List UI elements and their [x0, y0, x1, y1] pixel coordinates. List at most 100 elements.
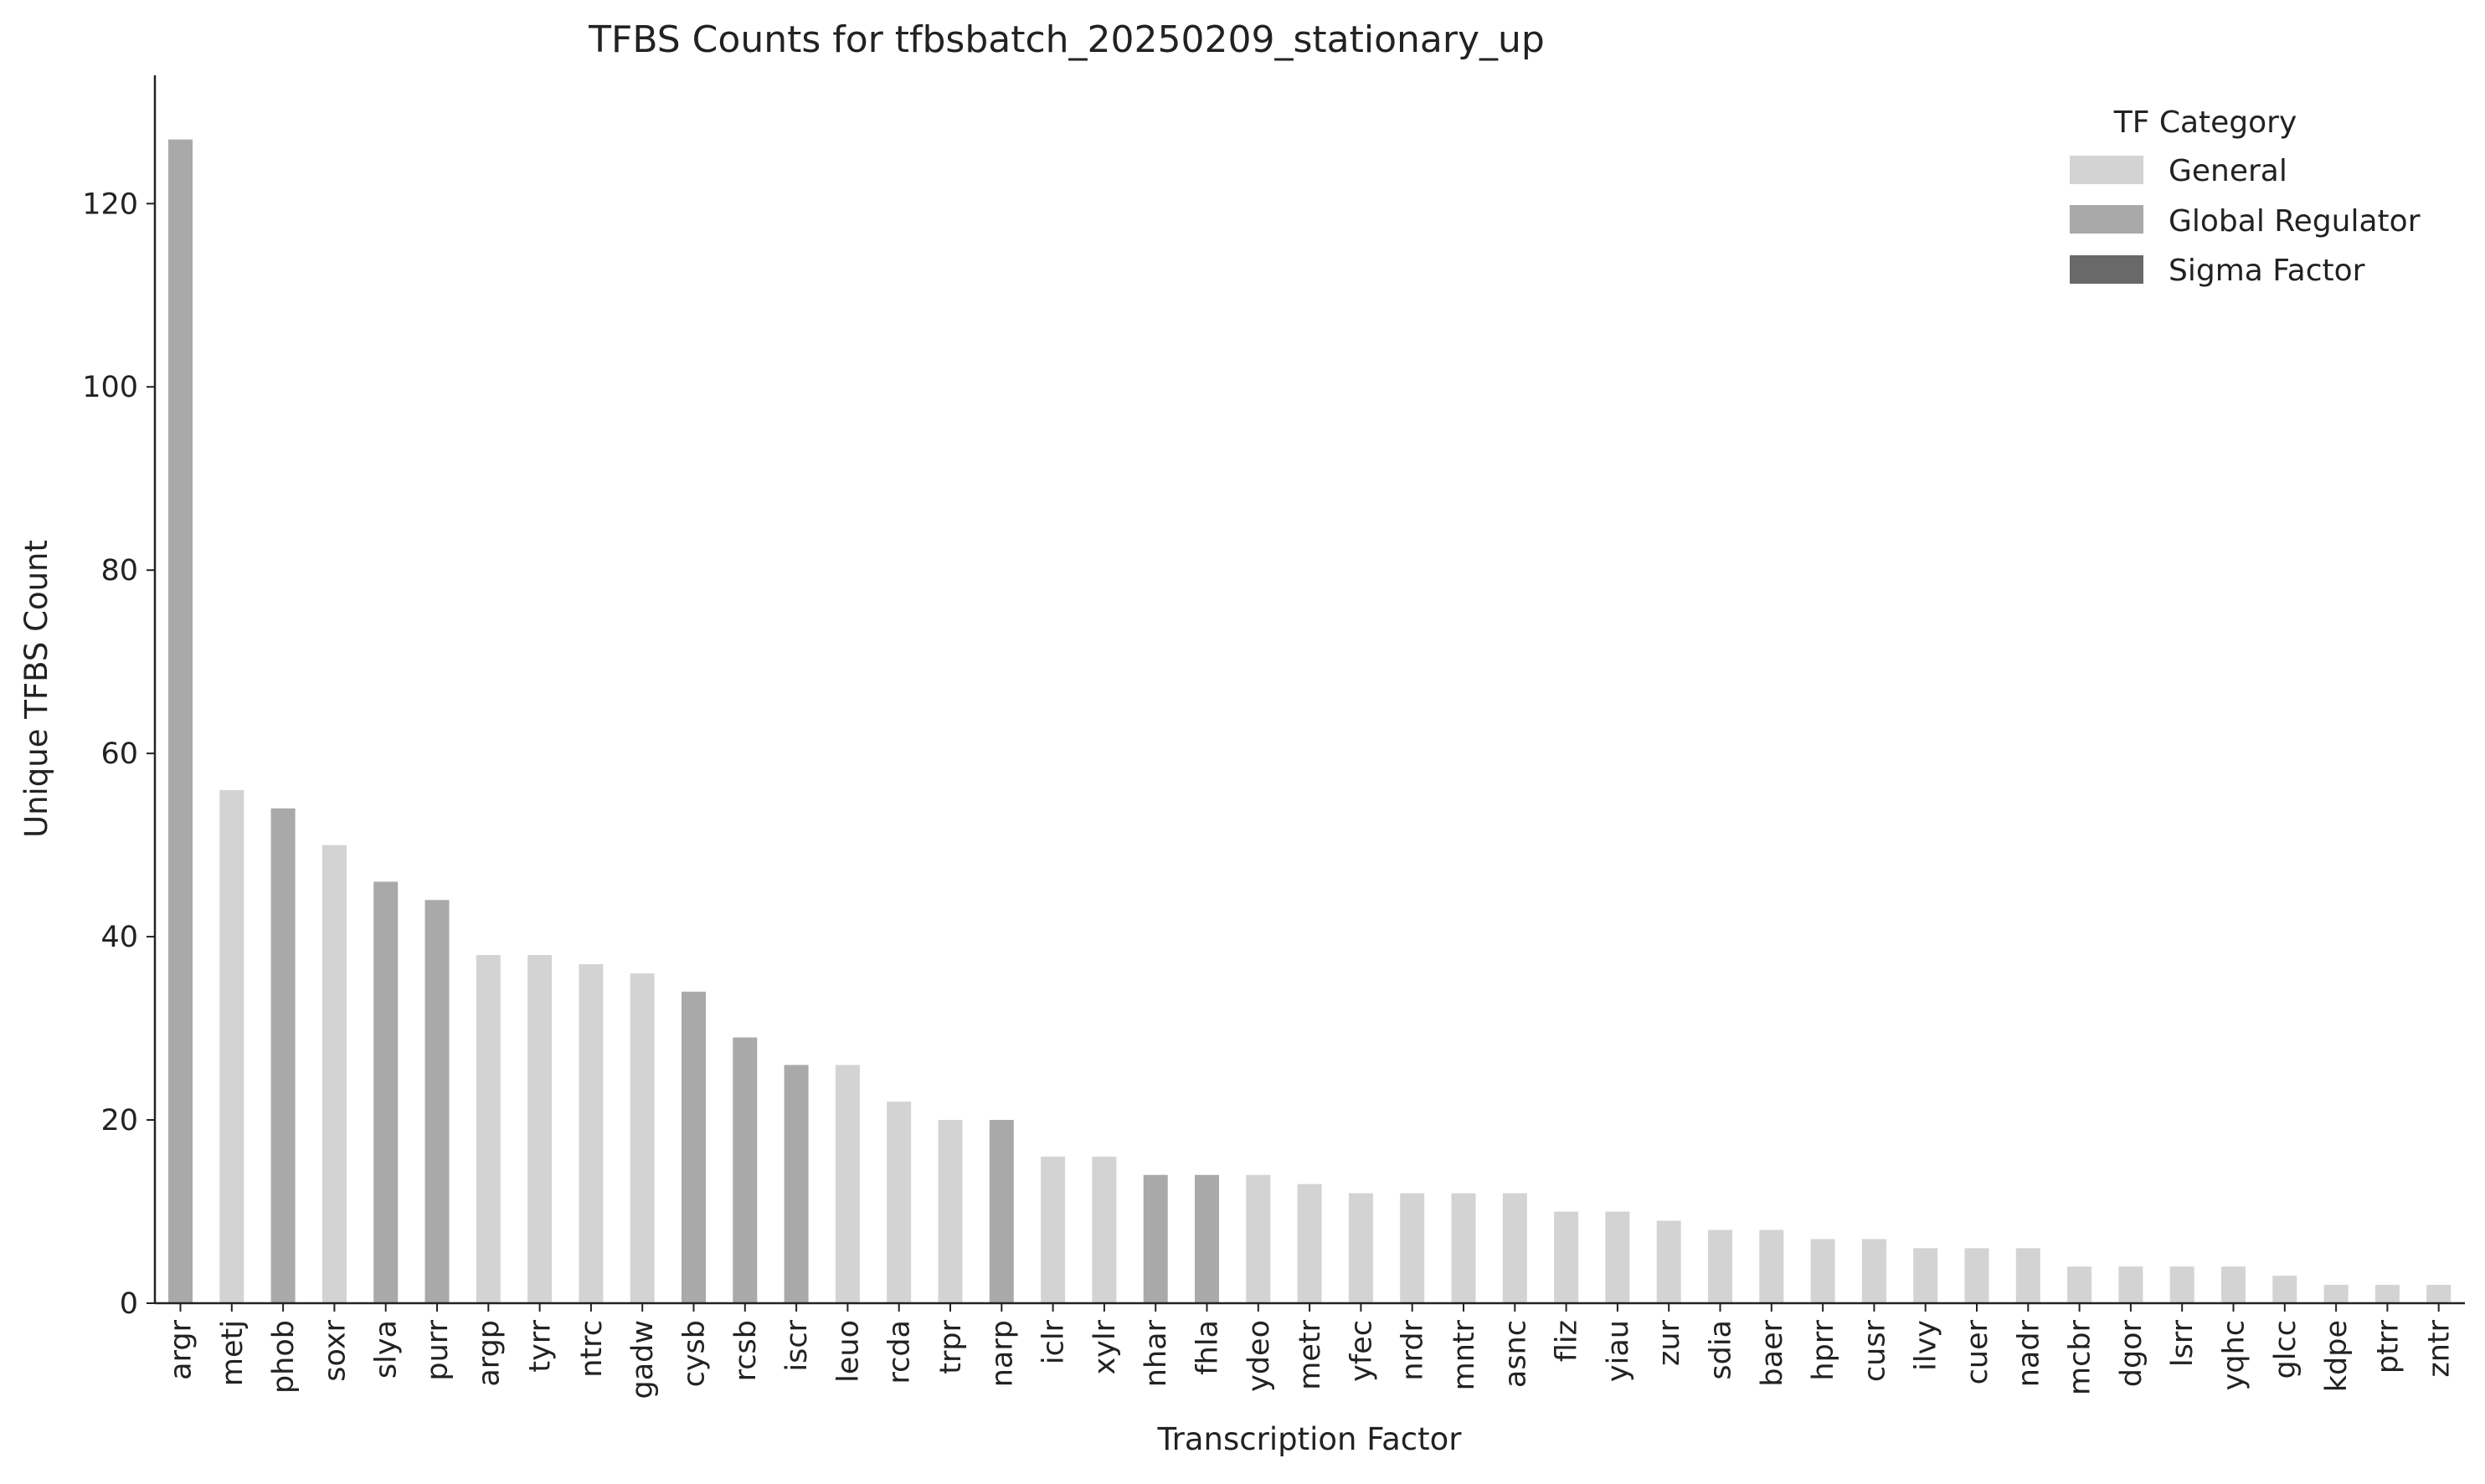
bar-lsrr: [2169, 1266, 2194, 1303]
bar-metr: [1297, 1184, 1322, 1303]
x-tick-label: narp: [985, 1320, 1019, 1387]
bar-nrdr: [1400, 1193, 1425, 1303]
y-tick-label: 80: [100, 554, 138, 588]
bar-leuo: [835, 1065, 860, 1303]
x-tick-label: metj: [216, 1320, 250, 1386]
y-tick-label: 20: [100, 1104, 138, 1137]
x-tick-label: slya: [370, 1320, 404, 1379]
bar-rcsb: [733, 1037, 758, 1303]
bar-cuer: [1964, 1248, 1989, 1303]
bar-yfec: [1348, 1193, 1373, 1303]
bar-yqhc: [2221, 1266, 2246, 1303]
bar-narp: [989, 1120, 1014, 1303]
x-tick-label: sdia: [1705, 1320, 1738, 1380]
bar-sdia: [1708, 1230, 1732, 1303]
x-tick-label: glcc: [2269, 1320, 2302, 1379]
x-tick-label: metr: [1294, 1319, 1327, 1389]
x-tick-label: trpr: [934, 1319, 968, 1374]
x-tick-label: purr: [421, 1319, 455, 1380]
legend-label-general: General: [2169, 154, 2287, 188]
bar-rcda: [887, 1101, 912, 1303]
bar-argr: [168, 139, 193, 1303]
bar-baer: [1759, 1230, 1784, 1303]
bar-zntr: [2426, 1285, 2452, 1303]
y-tick-label: 60: [100, 737, 138, 771]
bar-argp: [476, 954, 501, 1303]
x-tick-label: fhla: [1191, 1320, 1225, 1375]
x-tick-label: phob: [267, 1320, 301, 1394]
x-tick-label: zntr: [2423, 1319, 2457, 1377]
x-axis-label: Transcription Factor: [1157, 1421, 1463, 1457]
bar-ydeo: [1246, 1174, 1271, 1303]
bar-yiau: [1605, 1211, 1630, 1303]
x-tick-label: soxr: [318, 1319, 352, 1381]
bars-group: [168, 139, 2452, 1303]
bar-nhar: [1143, 1174, 1168, 1303]
bar-asnc: [1502, 1193, 1527, 1303]
bar-nadr: [2015, 1248, 2040, 1303]
bar-ptrr: [2374, 1285, 2400, 1303]
bar-dgor: [2118, 1266, 2143, 1303]
x-tick-label: kdpe: [2320, 1320, 2354, 1392]
legend-swatch-sigma-factor: [2070, 255, 2143, 284]
bar-iclr: [1041, 1156, 1066, 1303]
x-tick-label: rcsb: [729, 1320, 763, 1381]
chart-title: TFBS Counts for tfbsbatch_20250209_stati…: [588, 18, 1545, 61]
bar-purr: [424, 900, 450, 1303]
bar-trpr: [938, 1120, 963, 1303]
bar-cysb: [682, 991, 706, 1303]
x-tick-label: cysb: [678, 1320, 712, 1387]
x-tick-label: cuer: [1961, 1319, 1994, 1384]
y-tick-label: 0: [120, 1287, 138, 1321]
y-tick-label: 100: [82, 371, 138, 404]
x-tick-label: nhar: [1140, 1319, 1173, 1387]
y-tick-label: 120: [82, 187, 138, 221]
x-tick-label: zur: [1653, 1319, 1686, 1366]
x-tick-label: dgor: [2115, 1319, 2148, 1387]
bar-cusr: [1861, 1239, 1886, 1303]
x-tick-label: argr: [165, 1319, 198, 1379]
x-tick-label: cusr: [1858, 1319, 1891, 1382]
bar-xylr: [1092, 1156, 1117, 1303]
bar-phob: [270, 808, 296, 1303]
x-tick-label: mntr: [1448, 1319, 1481, 1390]
x-tick-label: ptrr: [2371, 1319, 2405, 1374]
legend-label-sigma-factor: Sigma Factor: [2169, 254, 2365, 288]
bar-ntrc: [579, 963, 604, 1303]
x-axis-ticks: argr metj phob soxr slya purr argp tyrr ntrc gadw…: [165, 1303, 2457, 1399]
legend-label-global-regulator: Global Regulator: [2169, 204, 2421, 239]
x-tick-label: iscr: [780, 1319, 814, 1371]
y-axis-ticks: 0 20 40 60 80 100 120: [82, 187, 155, 1321]
x-tick-label: tyrr: [524, 1319, 558, 1372]
bar-glcc: [2272, 1276, 2297, 1303]
x-tick-label: ntrc: [575, 1320, 609, 1378]
bar-fhla: [1195, 1174, 1219, 1303]
bar-tyrr: [527, 954, 553, 1303]
x-tick-label: yiau: [1602, 1320, 1635, 1382]
x-tick-label: lsrr: [2166, 1319, 2199, 1367]
x-tick-label: hprr: [1807, 1319, 1840, 1380]
x-tick-label: asnc: [1499, 1320, 1532, 1388]
legend: TF Category General Global Regulator Sig…: [2070, 105, 2421, 288]
x-tick-label: ilvy: [1910, 1320, 1943, 1371]
bar-mcbr: [2067, 1266, 2092, 1303]
x-tick-label: baer: [1756, 1319, 1789, 1386]
bar-mntr: [1451, 1193, 1476, 1303]
x-tick-label: nadr: [2012, 1319, 2045, 1387]
bar-iscr: [784, 1065, 809, 1303]
legend-title: TF Category: [2113, 105, 2297, 140]
bar-slya: [373, 881, 399, 1303]
x-tick-label: iclr: [1037, 1319, 1071, 1364]
x-tick-label: ydeo: [1242, 1320, 1276, 1392]
x-tick-label: nrdr: [1397, 1319, 1430, 1380]
bar-metj: [219, 789, 244, 1303]
bar-ilvy: [1913, 1248, 1938, 1303]
x-tick-label: gadw: [626, 1320, 660, 1399]
bar-hprr: [1810, 1239, 1835, 1303]
legend-swatch-general: [2070, 156, 2143, 184]
y-axis-label: Unique TFBS Count: [18, 540, 54, 838]
y-tick-label: 40: [100, 921, 138, 954]
x-tick-label: yqhc: [2218, 1320, 2251, 1390]
